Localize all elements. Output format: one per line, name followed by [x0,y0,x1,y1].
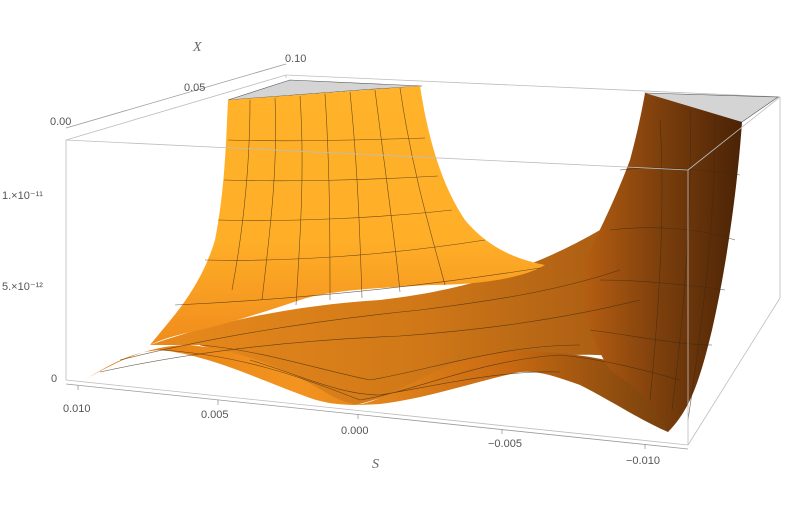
s-tick-label: −0.010 [626,455,660,467]
x-tick-label: 0.00 [50,116,71,128]
surface-right-wall [583,93,742,432]
z-tick-label: 5.×10⁻¹² [2,281,43,293]
clip-top-left [227,79,423,101]
s-axis-label: S [372,457,379,472]
z-tick-label: 1.×10⁻¹¹ [2,190,43,202]
s-tick-label: 0.005 [201,409,229,421]
s-tick-label: 0.010 [63,403,91,415]
x-tick-label: 0.10 [285,53,306,65]
s-axis [65,383,689,450]
surface-mesh [99,87,741,421]
z-tick-labels: 0 5.×10⁻¹² 1.×10⁻¹¹ [2,190,57,385]
s-tick-label: 0.000 [341,425,369,437]
surface-front [84,345,690,432]
bounding-box-front [65,96,781,446]
surface [84,86,742,432]
x-tick-label: 0.05 [184,82,205,94]
x-axis-label: X [192,40,202,55]
x-axis [65,63,287,129]
s-tick-label: −0.005 [488,438,522,450]
x-tick-labels: 0.00 0.05 0.10 [50,53,306,128]
s-tick-labels: 0.010 0.005 0.000 −0.005 −0.010 [63,403,660,467]
z-tick-label: 0 [51,373,57,385]
bounding-box-back [65,74,781,380]
